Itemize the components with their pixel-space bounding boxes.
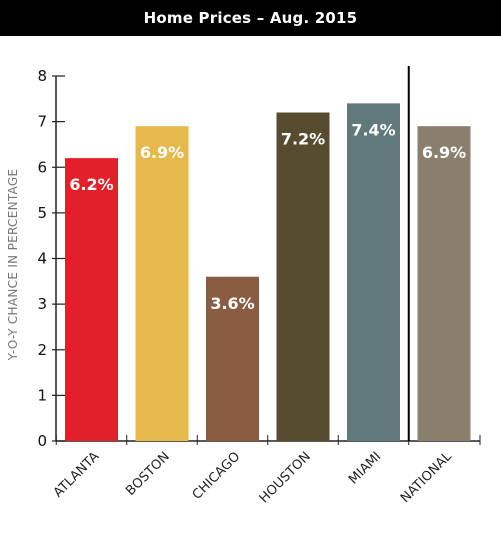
data-label: 6.9% bbox=[140, 143, 184, 162]
y-tick-label: 2 bbox=[37, 341, 47, 359]
data-label: 6.9% bbox=[422, 143, 466, 162]
data-label: 3.6% bbox=[210, 294, 254, 313]
x-tick-label: ATLANTA bbox=[51, 449, 103, 501]
y-tick-label: 4 bbox=[37, 250, 47, 268]
x-tick-label: NATIONAL bbox=[398, 449, 455, 506]
y-axis-title: Y-O-Y CHANCE IN PERCENTAGE bbox=[6, 169, 20, 362]
x-tick-label: CHICAGO bbox=[190, 449, 244, 503]
chart-header: Home Prices – Aug. 2015 bbox=[0, 0, 501, 36]
y-tick-label: 7 bbox=[37, 113, 47, 131]
data-label: 7.2% bbox=[281, 130, 325, 149]
y-tick-label: 6 bbox=[37, 158, 47, 176]
y-tick-label: 0 bbox=[37, 432, 47, 450]
x-tick-label: MIAMI bbox=[346, 449, 384, 487]
y-tick-label: 3 bbox=[37, 295, 47, 313]
bar-chicago bbox=[206, 276, 259, 441]
bar-national bbox=[417, 126, 471, 441]
bar-miami bbox=[347, 103, 400, 441]
bar-boston bbox=[135, 126, 189, 441]
y-tick-label: 5 bbox=[37, 204, 47, 222]
chart-bars bbox=[65, 103, 471, 441]
x-tick-label: HOUSTON bbox=[257, 449, 314, 506]
bar-atlanta bbox=[65, 158, 118, 441]
chart-axes: 0 1 2 3 4 5 6 7 8 Y-O-Y CHANCE IN PERCENTAGE bbox=[6, 66, 481, 450]
y-tick-label: 8 bbox=[37, 67, 47, 85]
data-label: 6.2% bbox=[69, 175, 113, 194]
y-tick-label: 1 bbox=[37, 386, 47, 404]
chart-title: Home Prices – Aug. 2015 bbox=[143, 9, 358, 27]
x-tick-label: BOSTON bbox=[123, 449, 173, 499]
bar-houston bbox=[276, 112, 330, 441]
data-label: 7.4% bbox=[351, 120, 395, 139]
